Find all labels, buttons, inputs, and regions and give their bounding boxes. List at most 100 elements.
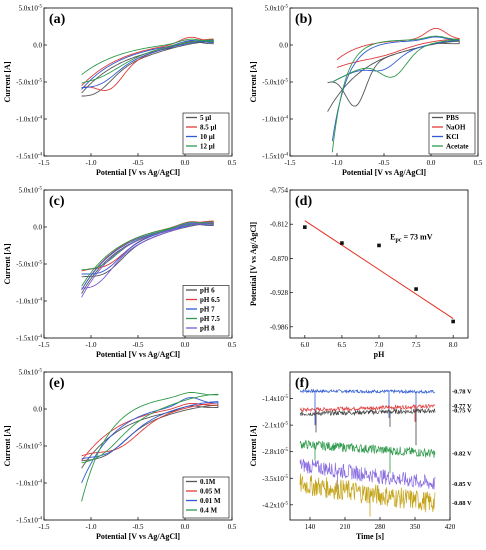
x-axis-label: pH [374, 350, 385, 359]
y-tick-label: -0.812 [270, 221, 289, 229]
y-tick-label: -4.2x10-5 [262, 501, 288, 509]
legend-label: Acetate [446, 143, 469, 151]
y-tick-label: -1.0x10-4 [16, 480, 42, 488]
legend-label: PBS [446, 114, 459, 122]
x-tick-label: -1.5 [284, 159, 296, 167]
y-axis-label: Potential [V vs Ag/AgCl] [249, 222, 258, 306]
series-line [299, 459, 436, 490]
x-tick-label: -1.0 [331, 159, 343, 167]
plot-area [81, 220, 214, 298]
y-axis-label: Current [A] [249, 425, 258, 466]
y-tick-label: -2.8x10-5 [262, 448, 288, 456]
x-tick-label: 7.0 [375, 341, 384, 349]
panel-label: (b) [295, 12, 312, 27]
y-axis-label: Current [A] [3, 425, 12, 466]
plot-area [303, 220, 455, 324]
panel-c: -1.5 -1.0 -0.5 0.0 0.5 5.0x10-5 0.0 -5.0x10-5 -1… [3, 187, 237, 360]
legend-box [428, 112, 476, 155]
panel-label: (d) [295, 194, 312, 209]
series-line [81, 221, 214, 287]
x-tick-label: 210 [340, 523, 351, 531]
plot-area [81, 392, 219, 502]
series-line [331, 36, 460, 142]
legend-label: KCl [446, 133, 459, 141]
legend: 0.1M 0.05 M0.01 M 0.4 M [182, 476, 230, 519]
y-tick-label: -2.1x10-5 [262, 422, 288, 430]
plot-frame [289, 371, 451, 521]
x-tick-label: -1.5 [38, 159, 50, 167]
legend-label: pH 7 [200, 306, 215, 314]
series-line [81, 220, 214, 291]
x-tick-label: 6.5 [338, 341, 347, 349]
legend-label: 12 µl [200, 143, 215, 151]
panel-d: 6.0 6.5 7.0 7.5 8.0 -0.754 -0.812 -0.870 -0.928 -… [249, 187, 469, 359]
y-tick-label: 5.0x10-5 [19, 5, 43, 13]
y-tick-label: 5.0x10-5 [19, 369, 43, 377]
x-tick-label: -1.5 [38, 341, 50, 349]
panel-f: 140 210 280 350 420 -1.4x10-5 -2.1x10-5 -2.8x10… [249, 371, 472, 541]
legend-box [182, 476, 230, 519]
y-tick-label: -1.0x10-4 [16, 116, 42, 124]
y-tick-label: 0.0 [33, 42, 42, 50]
x-tick-label: 0.0 [181, 341, 190, 349]
plot-area [81, 36, 214, 97]
y-tick-label: -0.928 [270, 289, 289, 297]
legend-label: pH 8 [200, 325, 215, 333]
data-point [451, 319, 455, 324]
fit-line [304, 220, 454, 319]
x-axis-label: Potential [V vs Ag/AgCl] [342, 168, 426, 177]
y-tick-label: 0.0 [33, 224, 42, 232]
series-line [331, 35, 460, 153]
plot-frame [289, 189, 469, 339]
series-line [327, 40, 460, 112]
y-axis-label: Current [A] [3, 61, 12, 102]
y-axis-label: Current [A] [3, 243, 12, 284]
x-tick-label: 280 [375, 523, 386, 531]
y-tick-label: -5.0x10-5 [16, 261, 42, 269]
legend-label: pH 6 [200, 287, 215, 295]
legend-label: 8.5 µl [200, 124, 217, 132]
panel-label: (c) [49, 194, 65, 209]
x-tick-label: 0.0 [181, 523, 190, 531]
y-tick-label: -5.0x10-5 [262, 79, 288, 87]
panel-a: -1.5 -1.0 -0.5 0.0 0.5 5.0x10-5 0.0 -5.0x10-5 -1… [3, 5, 237, 178]
series-line [81, 392, 219, 502]
legend-label: 5 µl [200, 114, 211, 122]
panel-label: (a) [49, 12, 66, 27]
x-tick-label: -0.5 [132, 341, 144, 349]
y-tick-label: 0.0 [279, 42, 288, 50]
x-axis-label: Potential [V vs Ag/AgCl] [96, 350, 180, 359]
series-line [81, 38, 214, 84]
y-tick-label: -1.5x10-4 [16, 517, 42, 525]
series-line [336, 27, 460, 68]
x-tick-label: 0.0 [427, 159, 436, 167]
panel-b: -1.5 -1.0 -0.5 0.0 0.5 5.0x10-5 0.0 -5.0x10-5 -1… [249, 5, 483, 178]
y-tick-label: 5.0x10-5 [19, 187, 43, 195]
x-tick-label: 0.5 [474, 159, 483, 167]
x-axis-label: Potential [V vs Ag/AgCl] [96, 532, 180, 541]
legend-label: 10 µl [200, 133, 215, 141]
series-label: -0.77 V [452, 403, 472, 410]
series-line [299, 403, 436, 413]
series-line [81, 402, 219, 462]
y-tick-label: -5.0x10-5 [16, 443, 42, 451]
x-tick-label: -0.5 [132, 523, 144, 531]
x-axis-label: Time [s] [356, 532, 384, 541]
legend-label: 0.01 M [200, 497, 221, 505]
data-point [303, 225, 307, 229]
y-tick-label: -1.0x10-4 [16, 298, 42, 306]
series-label: -0.82 V [452, 451, 472, 458]
series-label: -0.78 V [452, 389, 472, 396]
series-line [81, 222, 214, 298]
x-tick-label: -1.0 [85, 159, 97, 167]
series-label: -0.75 V [452, 408, 472, 415]
series-line [299, 473, 436, 513]
legend: pH 6pH 6.5 pH 7pH 7.5 pH 8 [182, 285, 230, 337]
data-point [377, 243, 381, 248]
series-label: -0.85 V [452, 481, 472, 488]
x-tick-label: -0.5 [132, 159, 144, 167]
legend-label: 0.4 M [200, 507, 218, 515]
series-line [299, 408, 436, 417]
